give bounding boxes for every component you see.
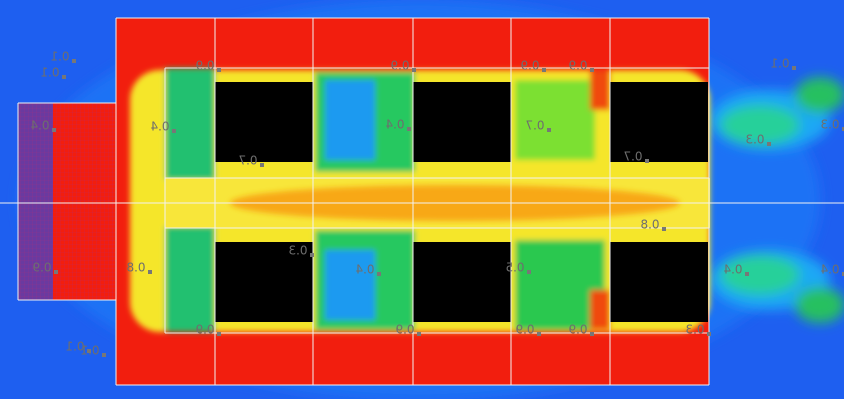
label-marker: [54, 270, 58, 274]
contour-label: 0.3: [685, 323, 704, 337]
label-marker: [590, 332, 594, 336]
label-marker: [662, 227, 666, 231]
contour-label: 0.9: [568, 59, 587, 73]
label-marker: [542, 68, 546, 72]
label-marker: [217, 68, 221, 72]
label-marker: [377, 272, 381, 276]
contour-label: 0.3: [745, 133, 764, 147]
contour-label: 0.4: [820, 263, 839, 277]
contour-label: 0.9: [395, 323, 414, 337]
contour-label: 0.9: [520, 59, 539, 73]
label-marker: [547, 128, 551, 132]
contour-label: 0.9: [390, 59, 409, 73]
label-marker: [645, 159, 649, 163]
contour-label: 0.7: [525, 119, 544, 133]
label-marker: [62, 75, 66, 79]
contour-label: 0.1: [80, 344, 99, 358]
label-marker: [172, 129, 176, 133]
contour-label: 0.5: [505, 261, 524, 275]
contour-label: 0.9: [195, 59, 214, 73]
label-marker: [260, 163, 264, 167]
contour-label: 0.1: [770, 57, 789, 71]
contour-label: 0.9: [568, 323, 587, 337]
contour-label: 0.1: [50, 50, 69, 64]
label-marker: [590, 68, 594, 72]
label-marker: [767, 142, 771, 146]
label-marker: [792, 66, 796, 70]
contour-view: 0.1 0.1 0.1 0.4 0.4 0.9 0.9 0.9 0.9 0.4 0.7 0.7 0.7 0…: [0, 0, 844, 399]
contour-label: 0.9: [32, 261, 51, 275]
label-marker: [52, 128, 56, 132]
contour-label: 0.1: [40, 66, 59, 80]
contour-label: 0.4: [30, 119, 49, 133]
contour-label: 0.7: [623, 150, 642, 164]
label-marker: [745, 272, 749, 276]
label-marker: [217, 332, 221, 336]
contour-label: 0.7: [238, 154, 257, 168]
contour-label: 0.9: [515, 323, 534, 337]
contour-label: 0.3: [288, 244, 307, 258]
label-marker: [527, 270, 531, 274]
contour-label: 0.3: [820, 118, 839, 132]
label-marker: [148, 270, 152, 274]
contour-label: 0.4: [150, 120, 169, 134]
contour-label: 0.8: [640, 218, 659, 232]
contour-label: 0.9: [195, 323, 214, 337]
contour-label: 0.4: [723, 263, 742, 277]
contour-label: 0.4: [385, 118, 404, 132]
label-marker: [310, 253, 314, 257]
contour-label: 0.4: [355, 263, 374, 277]
label-marker: [72, 59, 76, 63]
label-marker: [102, 353, 106, 357]
contour-label: 0.8: [126, 261, 145, 275]
label-marker: [707, 332, 711, 336]
label-marker: [537, 332, 541, 336]
label-marker: [407, 127, 411, 131]
label-marker: [417, 332, 421, 336]
label-marker: [412, 68, 416, 72]
